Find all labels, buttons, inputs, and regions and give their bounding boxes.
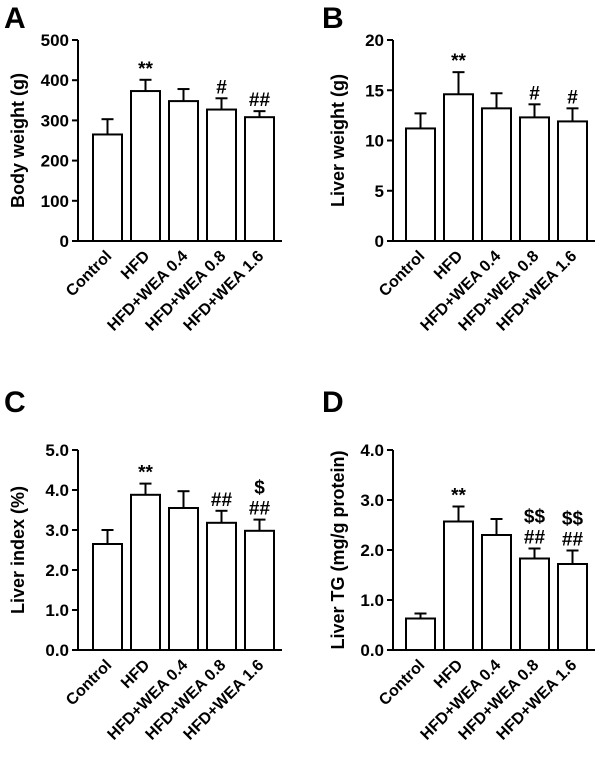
panel-c-bar: [92, 543, 123, 651]
panel-b-y-tick-label: 15: [365, 81, 384, 100]
panel-a-bar: [92, 133, 123, 242]
panel-a-letter: A: [4, 2, 26, 35]
panel-b-bar: [519, 116, 550, 242]
panel-c-y-tick-label: 3.0: [45, 521, 69, 540]
panel-b-y-tick-label: 10: [365, 132, 384, 151]
panel-d-bar: [443, 520, 474, 651]
panel-d-significance-mark: $$: [524, 507, 546, 528]
panel-d-y-tick-label: 3.0: [360, 491, 384, 510]
panel-c-y-axis-label: Liver index (%): [8, 486, 28, 614]
panel-a-significance-mark: #: [216, 77, 227, 98]
panel-d-significance-mark: **: [451, 486, 466, 507]
panel-b-significance-mark: **: [451, 51, 466, 72]
panel-b-letter: B: [322, 2, 344, 35]
panel-c-significance-mark: $: [254, 478, 265, 499]
panel-d-y-tick-label: 2.0: [360, 541, 384, 560]
panel-d-bar: [557, 563, 588, 651]
panel-c-significance-mark: **: [138, 463, 153, 484]
panel-d-bar: [519, 557, 550, 651]
panel-a-significance-mark: **: [138, 59, 153, 80]
panel-a-bar: [206, 108, 237, 242]
panel-a-bar: [244, 116, 275, 242]
panel-b-bar: [557, 120, 588, 242]
panel-b-bar: [443, 93, 474, 242]
panel-b-bar: [481, 107, 512, 242]
panel-c-y-tick-label: 2.0: [45, 561, 69, 580]
panel-a-y-tick-label: 100: [41, 192, 69, 211]
panel-b-y-tick-label: 0: [375, 232, 384, 251]
panel-a-bar: [168, 100, 199, 242]
panel-a-significance-mark: ##: [249, 90, 271, 111]
panel-c-y-tick-label: 4.0: [45, 481, 69, 500]
panel-d-significance-mark: ##: [562, 530, 584, 551]
panel-c-letter: C: [4, 386, 26, 419]
panel-b-y-tick-label: 20: [365, 31, 384, 50]
panel-c-y-tick-label: 0.0: [45, 641, 69, 660]
panel-b-y-axis-label: Liver weight (g): [328, 74, 348, 207]
panel-d-y-tick-label: 4.0: [360, 441, 384, 460]
panel-b-bar: [405, 127, 436, 242]
panel-d-significance-mark: ##: [524, 528, 546, 549]
panel-c-significance-mark: ##: [211, 490, 233, 511]
panel-a-bar: [130, 90, 161, 242]
panel-a-x-tick-label: Control: [63, 248, 115, 300]
panel-d-x-tick-label: Control: [376, 657, 428, 709]
panel-c-x-tick-label: Control: [63, 657, 115, 709]
panel-a-y-axis-label: Body weight (g): [8, 73, 28, 208]
panel-d-letter: D: [322, 386, 344, 419]
panel-a-y-tick-label: 0: [60, 232, 69, 251]
panel-c-bar: [206, 521, 237, 651]
panel-b-x-tick-label: Control: [376, 248, 428, 300]
panel-a-y-tick-label: 400: [41, 71, 69, 90]
panel-c-bar: [244, 529, 275, 651]
panel-d-y-tick-label: 1.0: [360, 591, 384, 610]
panel-c-bar: [168, 507, 199, 651]
panel-c-bar: [130, 493, 161, 651]
panel-c-significance-mark: ##: [249, 499, 271, 520]
panel-a-y-tick-label: 300: [41, 111, 69, 130]
panel-d-significance-mark: $$: [562, 509, 584, 530]
panel-b-y-tick-label: 5: [375, 182, 384, 201]
panel-d-bar: [405, 617, 436, 651]
panel-d-y-tick-label: 0.0: [360, 641, 384, 660]
panel-a-y-tick-label: 200: [41, 152, 69, 171]
panel-a-y-tick-label: 500: [41, 31, 69, 50]
panel-d-y-axis-label: Liver TG (mg/g protein): [328, 450, 348, 649]
panel-b-significance-mark: #: [529, 83, 540, 104]
panel-b-significance-mark: #: [567, 87, 578, 108]
panel-c-y-tick-label: 5.0: [45, 441, 69, 460]
panel-c-y-tick-label: 1.0: [45, 601, 69, 620]
panel-d-bar: [481, 534, 512, 651]
